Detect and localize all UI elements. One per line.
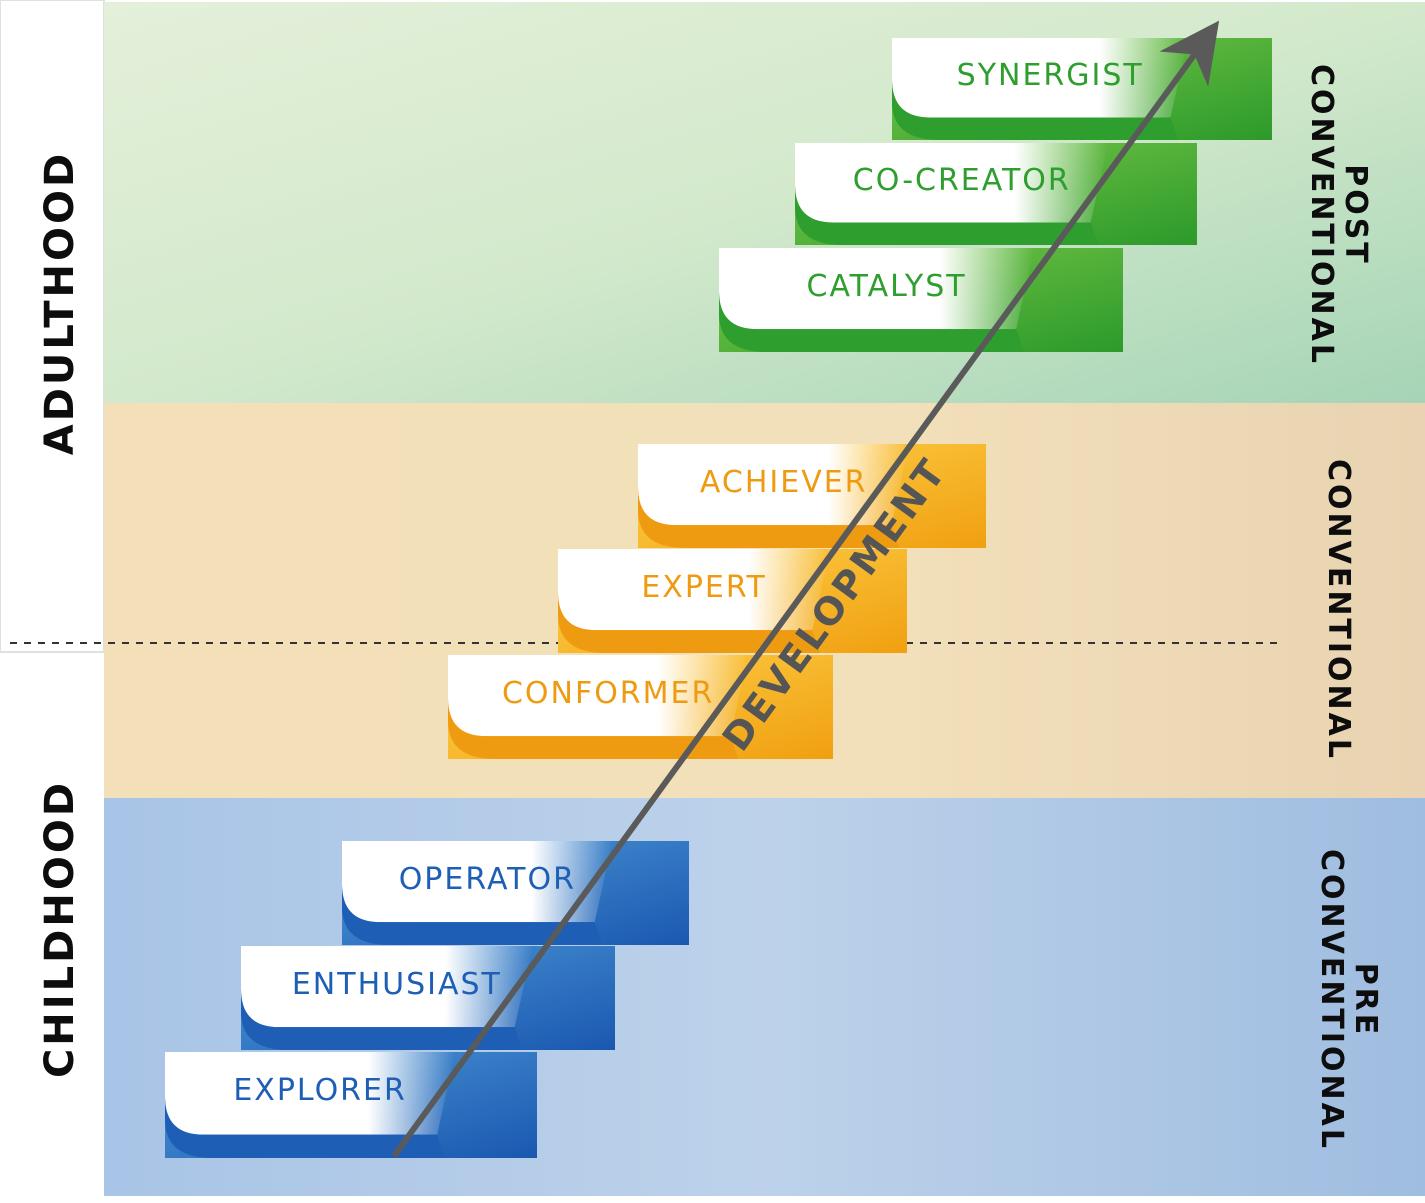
stage-step-operator	[342, 841, 689, 945]
step-lip	[241, 989, 523, 1050]
stage-label: CO-CREATOR	[852, 162, 1071, 198]
stage-step-expert	[558, 549, 907, 653]
stage-label: CONFORMER	[501, 675, 715, 711]
step-face	[165, 1052, 456, 1135]
development-arrow	[391, 20, 1220, 1158]
step-lip	[448, 698, 739, 759]
step-face	[342, 841, 613, 923]
stage-label: ACHIEVER	[699, 464, 868, 500]
step-face	[638, 444, 910, 526]
step-lip	[165, 1096, 446, 1158]
step-lip	[558, 592, 821, 653]
step-lip	[342, 884, 603, 945]
adulthood-label-frame	[0, 0, 105, 653]
step-face	[892, 38, 1189, 118]
stage-label: EXPERT	[641, 569, 767, 605]
step-face	[241, 946, 533, 1028]
post-conventional-label-line1: POST	[1338, 164, 1374, 266]
stage-step-co-creator	[795, 143, 1197, 245]
stage-label: SYNERGIST	[956, 57, 1144, 93]
conventional-label: CONVENTIONAL	[1321, 458, 1357, 761]
step-face	[719, 248, 1035, 330]
step-face	[795, 143, 1109, 223]
stage-label: OPERATOR	[398, 861, 576, 897]
stage-step-enthusiast	[241, 946, 615, 1050]
post-conventional-label: POST CONVENTIONAL	[1298, 45, 1378, 385]
pre-conventional-label-line1: PRE	[1348, 962, 1384, 1038]
stage-step-achiever	[638, 444, 986, 548]
step-lip	[795, 184, 1099, 245]
stage-label: EXPLORER	[233, 1073, 407, 1109]
step-lip	[892, 79, 1179, 140]
step-lip	[638, 487, 900, 548]
adulthood-label: ADULTHOOD	[37, 150, 83, 456]
stage-step-conformer	[448, 655, 833, 759]
childhood-label: CHILDHOOD	[37, 779, 83, 1079]
step-face	[558, 549, 831, 631]
stage-step-catalyst	[719, 248, 1123, 352]
step-lip	[719, 291, 1025, 352]
stage-step-explorer	[165, 1052, 537, 1158]
stage-label: ENTHUSIAST	[291, 966, 502, 1002]
stage-steps	[165, 38, 1272, 1158]
stage-label: CATALYST	[806, 268, 967, 304]
step-face	[448, 655, 749, 737]
pre-conventional-label-line2: CONVENTIONAL	[1314, 848, 1349, 1151]
post-conventional-label-line2: CONVENTIONAL	[1304, 63, 1339, 366]
pre-conventional-label: PRE CONVENTIONAL	[1308, 820, 1388, 1180]
